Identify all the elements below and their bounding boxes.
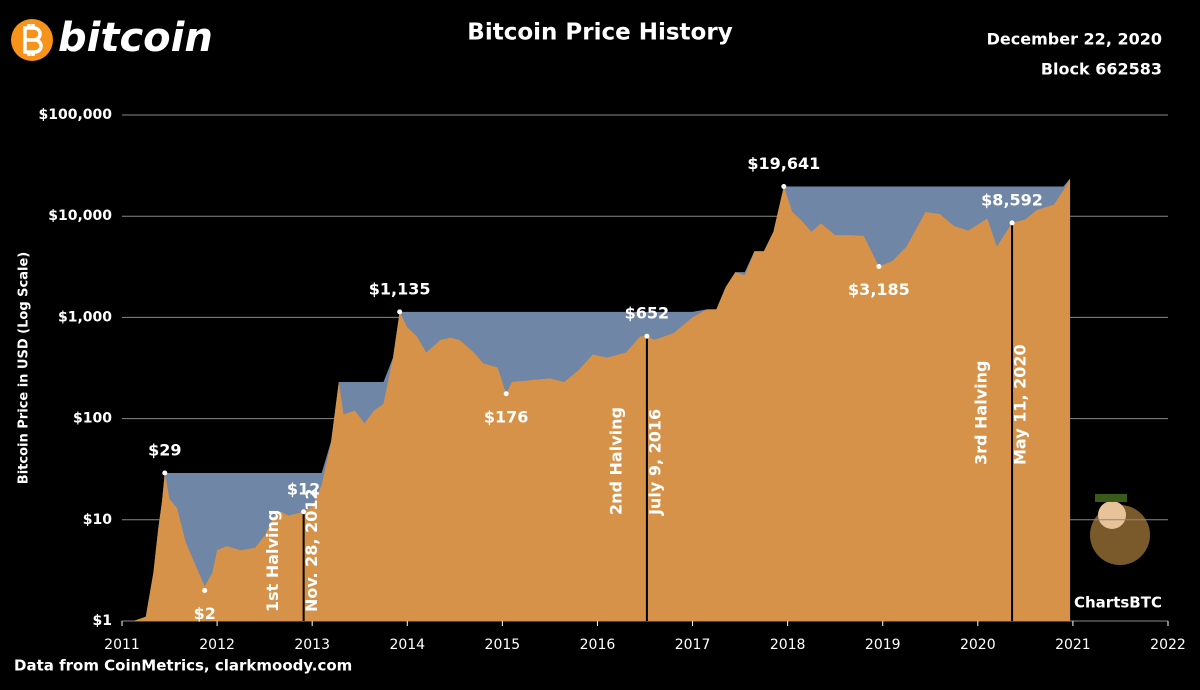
x-tick-label: 2021	[1055, 637, 1091, 653]
annotation-label: $176	[484, 407, 529, 426]
halving-label: 2nd Halving	[606, 407, 625, 515]
annotation-label: $1,135	[369, 279, 431, 298]
x-tick-label: 2012	[199, 637, 235, 653]
source: Data from CoinMetrics, clarkmoody.com	[14, 657, 352, 675]
annotation-dot	[162, 470, 168, 476]
mascot-head	[1098, 501, 1126, 529]
logo-b	[23, 24, 43, 56]
halving-label: 3rd Halving	[972, 361, 991, 465]
x-tick-label: 2013	[294, 637, 330, 653]
x-tick-label: 2014	[389, 637, 425, 653]
halving-date: July 9, 2016	[645, 409, 664, 516]
logo-icon	[11, 19, 53, 61]
x-tick-label: 2017	[675, 637, 711, 653]
annotation-label: $12	[287, 479, 320, 498]
annotation-dot	[781, 184, 787, 190]
x-tick-label: 2011	[104, 637, 140, 653]
mascot-hat	[1095, 494, 1127, 502]
x-tick-label: 2020	[960, 637, 996, 653]
halving-label: 1st Halving	[263, 510, 282, 612]
y-tick-label: $1,000	[58, 309, 112, 325]
x-tick-label: 2019	[865, 637, 901, 653]
annotation-dot	[301, 509, 307, 515]
annotation-label: $29	[148, 441, 181, 460]
y-tick-label: $100	[73, 411, 112, 427]
halving-date: Nov. 28, 2012	[302, 488, 321, 612]
x-tick-label: 2016	[580, 637, 616, 653]
date: December 22, 2020	[987, 30, 1162, 49]
annotation-label: $652	[625, 304, 670, 323]
y-tick-label: $10,000	[48, 208, 112, 224]
x-tick-label: 2015	[485, 637, 521, 653]
brand: bitcoin	[58, 15, 213, 61]
y-tick-label: $1	[93, 613, 112, 629]
halving-date: May 11, 2020	[1011, 344, 1030, 465]
block: Block 662583	[1041, 60, 1162, 79]
chart-title: Bitcoin Price History	[467, 20, 732, 46]
annotation-dot	[876, 263, 882, 269]
x-tick-label: 2022	[1150, 637, 1186, 653]
y-tick-label: $10	[83, 512, 112, 528]
watermark: ChartsBTC	[1074, 594, 1162, 612]
y-axis-title: Bitcoin Price in USD (Log Scale)	[17, 252, 32, 484]
annotation-dot	[397, 309, 403, 315]
annotation-label: $3,185	[848, 280, 910, 299]
price-area	[122, 178, 1071, 621]
annotation-label: $2	[194, 604, 216, 623]
y-tick-label: $100,000	[38, 107, 112, 123]
annotation-label: $19,641	[747, 154, 820, 173]
annotation-dot	[1009, 220, 1015, 226]
annotation-label: $8,592	[981, 190, 1043, 209]
annotation-dot	[644, 333, 650, 339]
annotation-dot	[503, 391, 509, 397]
annotation-dot	[202, 588, 208, 594]
x-tick-label: 2018	[770, 637, 806, 653]
